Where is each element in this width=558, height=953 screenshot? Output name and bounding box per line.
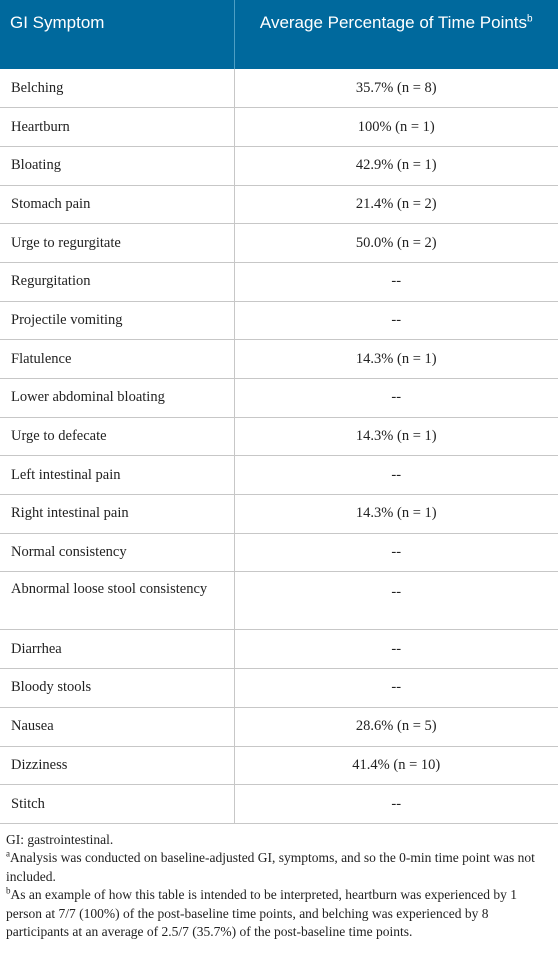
percentage-cell: 42.9% (n = 1) [233, 146, 558, 186]
table-row: Flatulence 14.3% (n = 1) [0, 339, 558, 379]
percentage-cell: -- [233, 533, 558, 573]
table-footnotes: GI: gastrointestinal. aAnalysis was cond… [0, 824, 558, 942]
gi-symptom-table: GI Symptom Average Percentage of Time Po… [0, 0, 558, 824]
percentage-cell: 14.3% (n = 1) [233, 494, 558, 534]
table-body: Belching 35.7% (n = 8) Heartburn 100% (n = … [0, 69, 558, 824]
symptom-cell: Stitch [0, 784, 234, 824]
symptom-cell: Right intestinal pain [0, 494, 234, 534]
table-row: Bloody stools -- [0, 668, 558, 708]
table-row: Urge to regurgitate 50.0% (n = 2) [0, 223, 558, 263]
table-row: Lower abdominal bloating -- [0, 378, 558, 418]
table-row: Diarrhea -- [0, 629, 558, 670]
symptom-cell: Diarrhea [0, 629, 234, 670]
percentage-cell: -- [233, 668, 558, 708]
symptom-cell: Bloating [0, 146, 234, 186]
symptom-cell: Flatulence [0, 339, 234, 379]
header-average-percentage-label: Average Percentage of Time Points [259, 13, 528, 32]
footnote-b-text: As an example of how this table is inten… [6, 887, 517, 940]
symptom-cell: Normal consistency [0, 533, 234, 573]
percentage-cell: -- [233, 455, 558, 496]
symptom-cell: Dizziness [0, 746, 234, 786]
table-row: Right intestinal pain 14.3% (n = 1) [0, 494, 558, 534]
table-row: Urge to defecate 14.3% (n = 1) [0, 417, 558, 457]
symptom-cell: Stomach pain [0, 185, 234, 225]
symptom-cell: Urge to defecate [0, 417, 234, 457]
footnote-marker-b: b [527, 13, 533, 25]
footnote-a-marker: a [6, 848, 10, 859]
symptom-cell: Regurgitation [0, 262, 234, 302]
header-row: GI Symptom Average Percentage of Time Po… [0, 0, 558, 69]
table-row: Dizziness 41.4% (n = 10) [0, 746, 558, 786]
table-row: Projectile vomiting -- [0, 301, 558, 341]
symptom-cell: Belching [0, 69, 234, 109]
header-average-percentage: Average Percentage of Time Pointsb [233, 0, 558, 69]
percentage-cell: -- [233, 629, 558, 670]
table-row: Stitch -- [0, 784, 558, 824]
footnote-a: aAnalysis was conducted on baseline-adju… [6, 849, 552, 886]
table-row: Stomach pain 21.4% (n = 2) [0, 185, 558, 225]
percentage-cell: 21.4% (n = 2) [233, 185, 558, 225]
table-row: Heartburn 100% (n = 1) [0, 107, 558, 147]
footnote-abbreviation: GI: gastrointestinal. [6, 831, 114, 847]
table-header: GI Symptom Average Percentage of Time Po… [0, 0, 558, 69]
table-row: Regurgitation -- [0, 262, 558, 302]
symptom-cell: Projectile vomiting [0, 301, 234, 341]
symptom-cell: Bloody stools [0, 668, 234, 708]
percentage-cell: 28.6% (n = 5) [233, 707, 558, 747]
percentage-cell: -- [233, 262, 558, 302]
table-row: Left intestinal pain -- [0, 455, 558, 496]
percentage-cell: 50.0% (n = 2) [233, 223, 558, 263]
percentage-cell: 100% (n = 1) [233, 107, 558, 147]
footnote-b-marker: b [6, 885, 11, 896]
symptom-cell: Left intestinal pain [0, 455, 234, 496]
percentage-cell: -- [233, 378, 558, 418]
table-row: Nausea 28.6% (n = 5) [0, 707, 558, 747]
footnote-a-text: Analysis was conducted on baseline-adjus… [6, 850, 535, 884]
header-gi-symptom: GI Symptom [0, 0, 234, 69]
symptom-cell: Urge to regurgitate [0, 223, 234, 263]
percentage-cell: -- [233, 784, 558, 824]
table-row: Belching 35.7% (n = 8) [0, 69, 558, 109]
symptom-cell: Nausea [0, 707, 234, 747]
symptom-cell: Lower abdominal bloating [0, 378, 234, 418]
header-gi-symptom-label: GI Symptom [10, 13, 105, 32]
percentage-cell: 35.7% (n = 8) [233, 69, 558, 109]
percentage-cell: -- [233, 301, 558, 341]
table-row: Bloating 42.9% (n = 1) [0, 146, 558, 186]
percentage-cell: 14.3% (n = 1) [233, 339, 558, 379]
symptom-cell: Abnormal loose stool consistency [0, 571, 234, 631]
percentage-cell: 14.3% (n = 1) [233, 417, 558, 457]
footnote-b: bAs an example of how this table is inte… [6, 886, 552, 942]
percentage-cell: -- [233, 571, 558, 631]
percentage-cell: 41.4% (n = 10) [233, 746, 558, 786]
table-row: Abnormal loose stool consistency -- [0, 571, 558, 631]
symptom-cell: Heartburn [0, 107, 234, 147]
table-row: Normal consistency -- [0, 533, 558, 573]
